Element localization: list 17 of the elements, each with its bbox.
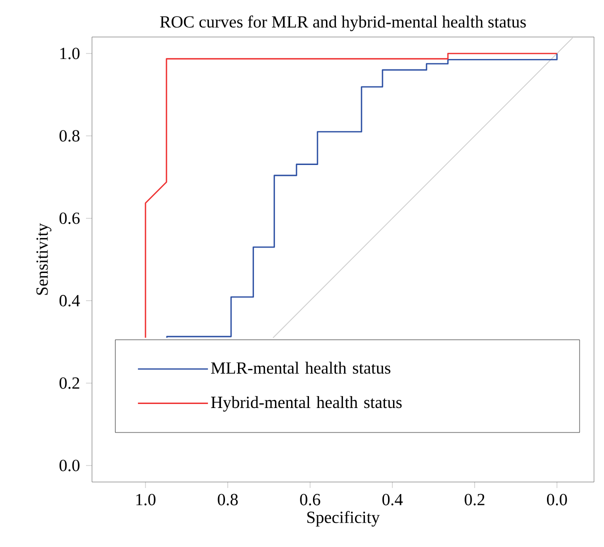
y-tick-label: 1.0 [60, 48, 80, 60]
y-tick-label: 0.8 [60, 130, 80, 142]
y-tick-label: 0.4 [60, 294, 80, 306]
legend-label: Hybrid-mental health status [211, 396, 402, 412]
x-tick-label: 0.2 [464, 494, 484, 506]
y-tick-label: 0.6 [60, 212, 80, 224]
y-tick-label: 0.0 [60, 460, 80, 472]
x-axis-title: Specificity [307, 510, 380, 527]
y-tick-label: 0.2 [60, 377, 80, 389]
x-tick-label: 0.8 [218, 494, 238, 506]
chart-title: ROC curves for MLR and hybrid-mental health status [160, 15, 526, 32]
y-axis-title: Sensitivity [36, 223, 52, 295]
x-tick-label: 0.0 [546, 494, 567, 506]
x-tick-label: 0.6 [300, 494, 320, 506]
x-tick-label: 1.0 [136, 494, 156, 506]
x-tick-label: 0.4 [382, 494, 403, 506]
legend-label: MLR-mental health status [211, 362, 390, 374]
